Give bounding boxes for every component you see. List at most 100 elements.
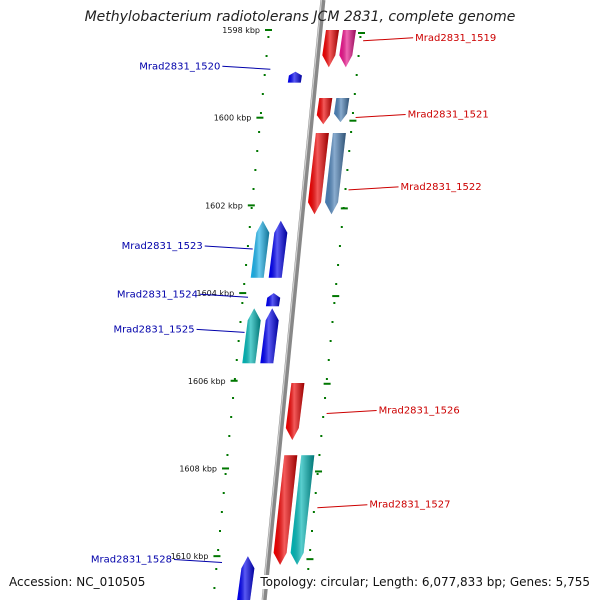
gene-label-leader xyxy=(348,186,399,191)
guide-dot-right xyxy=(333,302,336,304)
guide-dot-right xyxy=(314,492,317,494)
scale-tick-label: 1598 kbp xyxy=(222,26,260,35)
scale-tick xyxy=(358,32,365,34)
gene-block-shading xyxy=(268,220,288,278)
guide-dot-left xyxy=(228,435,231,437)
gene-block-shading xyxy=(339,30,356,68)
guide-dot-right xyxy=(312,511,315,513)
guide-dot-right xyxy=(322,416,325,418)
guide-dot-right xyxy=(320,435,323,437)
guide-dot-left xyxy=(258,131,261,133)
guide-dot-right xyxy=(357,55,360,57)
scale-tick xyxy=(230,379,238,382)
scale-tick-label: 1604 kbp xyxy=(197,289,235,298)
scale-tick-label: 1600 kbp xyxy=(214,114,252,123)
guide-dot-left xyxy=(224,473,227,475)
guide-dot-left xyxy=(252,188,255,190)
guide-dot-right xyxy=(324,397,327,399)
gene-label[interactable]: Mrad2831_1524 xyxy=(117,289,198,300)
scale-tick xyxy=(265,29,272,31)
guide-dot-left xyxy=(256,150,259,152)
guide-dot-left xyxy=(222,492,225,494)
gene-block-shading xyxy=(290,455,315,565)
guide-dot-left xyxy=(250,207,253,209)
guide-dot-left xyxy=(220,511,223,513)
guide-dot-left xyxy=(226,454,229,456)
map-title: Methylobacterium radiotolerans JCM 2831,… xyxy=(84,9,516,25)
gene-label[interactable]: Mrad2831_1519 xyxy=(415,33,496,44)
gene-label[interactable]: Mrad2831_1527 xyxy=(369,500,450,511)
guide-dot-left xyxy=(263,74,266,76)
scale-ticks: 1598 kbp 1600 kbp 1602 kbp 1604 kbp 1606 kbp… xyxy=(171,26,365,561)
gene-label[interactable]: Mrad2831_1528 xyxy=(91,555,172,566)
scale-tick-label: 1608 kbp xyxy=(179,464,217,473)
guide-dot-left xyxy=(219,530,221,532)
guide-dot-right xyxy=(346,169,349,171)
scale-tick xyxy=(315,470,323,473)
guide-dot-right xyxy=(331,321,334,323)
gene-label-leader xyxy=(222,65,271,70)
guide-dot-left xyxy=(237,340,240,342)
backbone-highlight xyxy=(262,0,323,600)
guide-dot-left xyxy=(241,302,244,304)
scale-tick xyxy=(323,382,331,385)
guide-dot-left xyxy=(232,397,235,399)
scale-tick xyxy=(306,558,314,561)
guide-dot-right xyxy=(316,473,319,475)
guide-dot-left xyxy=(248,226,251,228)
scale-tick-label: 1610 kbp xyxy=(171,552,209,561)
gene-block-shading xyxy=(316,98,333,125)
gene-labels: Mrad2831_1519 Mrad2831_1520 Mrad2831_1521 M… xyxy=(91,33,496,566)
guide-dot-left xyxy=(261,93,264,95)
gene-block-shading xyxy=(260,308,279,364)
guide-dot-left xyxy=(267,36,270,38)
guide-dot-right xyxy=(348,150,351,152)
guide-dot-left xyxy=(217,549,220,551)
gene-label[interactable]: Mrad2831_1525 xyxy=(113,324,194,335)
scale-tick-label: 1602 kbp xyxy=(205,201,243,210)
guide-dot-left xyxy=(243,283,246,285)
guide-dot-right xyxy=(338,245,341,247)
guide-dot-right xyxy=(355,74,358,76)
guide-dot-right xyxy=(351,112,354,114)
scale-tick xyxy=(222,467,230,470)
scale-tick xyxy=(349,119,357,122)
topology-text: Topology: circular; Length: 6,077,833 bp… xyxy=(260,575,590,589)
gene-block-shading xyxy=(250,220,270,278)
guide-dot-left xyxy=(245,264,248,266)
gene-label-leader xyxy=(204,245,253,250)
gene-label-leader xyxy=(199,293,249,298)
accession-text: Accession: NC_010505 xyxy=(9,575,146,589)
gene-label[interactable]: Mrad2831_1523 xyxy=(122,241,203,252)
guide-dot-right xyxy=(309,549,312,551)
guide-dot-left xyxy=(259,112,262,114)
guide-dot-left xyxy=(233,378,236,380)
scale-tick xyxy=(256,116,264,119)
gene-block-shading xyxy=(285,383,305,440)
gene-label[interactable]: Mrad2831_1520 xyxy=(139,61,220,72)
gene-block-shading xyxy=(237,556,255,600)
scale-tick xyxy=(340,207,348,210)
gene-label-leader xyxy=(363,37,414,42)
gene-label-leader xyxy=(317,504,368,509)
guide-dot-left xyxy=(213,587,216,589)
scale-tick xyxy=(213,555,221,558)
gene-block-shading xyxy=(242,308,261,364)
guide-dot-right xyxy=(353,93,356,95)
gene-label[interactable]: Mrad2831_1526 xyxy=(379,405,460,416)
gene-label-leader xyxy=(326,409,377,414)
guide-dot-left xyxy=(239,321,242,323)
scale-tick xyxy=(247,204,255,207)
gene-block-shading xyxy=(287,71,302,83)
gene-label[interactable]: Mrad2831_1522 xyxy=(401,182,482,193)
guide-dot-right xyxy=(325,378,328,380)
guide-dot-left xyxy=(235,359,238,361)
guide-dot-right xyxy=(344,188,347,190)
gene-label[interactable]: Mrad2831_1521 xyxy=(408,110,489,121)
scale-tick xyxy=(239,292,247,295)
gene-block-shading xyxy=(325,133,346,215)
backbone xyxy=(261,0,326,600)
guide-dot-left xyxy=(246,245,249,247)
guide-dot-right xyxy=(318,454,321,456)
